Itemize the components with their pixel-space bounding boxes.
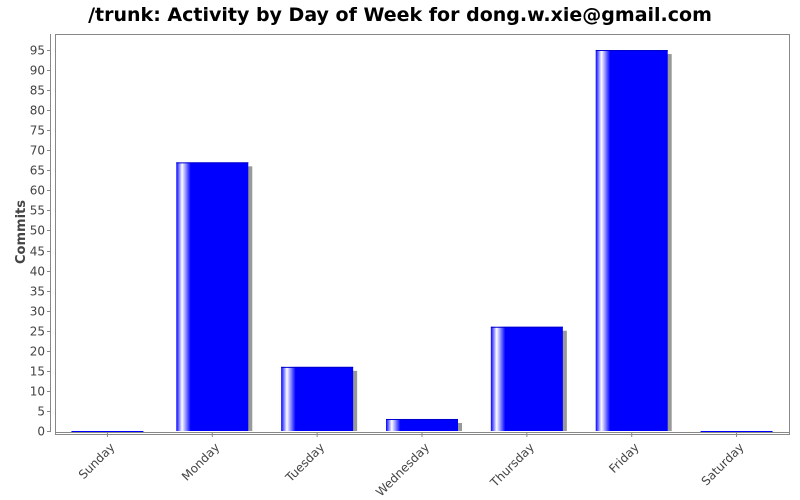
bar-tuesday: [281, 366, 358, 431]
y-axis-label: Commits: [14, 200, 29, 264]
y-tick-label: 10: [30, 385, 45, 399]
y-tick-label: 20: [30, 345, 45, 359]
bar: [176, 162, 249, 431]
x-tick-label: Sunday: [76, 440, 118, 482]
y-tick-label: 95: [30, 44, 45, 58]
x-tick-label: Saturday: [699, 440, 747, 488]
x-tick-labels: Sunday Monday Tuesday Wednesday Thursday Frid…: [76, 433, 747, 499]
bar-thursday: [490, 326, 567, 431]
bars: [71, 50, 773, 432]
y-tick-label: 85: [30, 84, 45, 98]
chart-title: /trunk: Activity by Day of Week for dong…: [88, 4, 712, 26]
x-tick-label: Wednesday: [373, 440, 432, 499]
x-tick-label: Tuesday: [282, 440, 327, 485]
plot-area: [55, 34, 790, 435]
y-tick-label: 5: [37, 405, 45, 419]
bar-friday: [595, 50, 672, 431]
y-tick-label: 25: [30, 325, 45, 339]
bar: [281, 366, 354, 431]
y-tick-label: 15: [30, 365, 45, 379]
y-tick-label: 90: [30, 64, 45, 78]
y-tick-label: 70: [30, 144, 45, 158]
y-tick-label: 35: [30, 285, 45, 299]
y-tick-label: 50: [30, 224, 45, 238]
x-tick-label: Monday: [179, 440, 222, 483]
bar-monday: [176, 162, 253, 431]
y-tick-label: 60: [30, 184, 45, 198]
bar: [595, 50, 668, 431]
y-tick-label: 80: [30, 104, 45, 118]
y-tick-label: 40: [30, 265, 45, 279]
y-tick-label: 55: [30, 204, 45, 218]
y-tick-label: 45: [30, 245, 45, 259]
y-tick-label: 75: [30, 124, 45, 138]
y-tick-label: 65: [30, 164, 45, 178]
y-axis: 0 5 10 15 20 25 30 35 40 45 50 55 60 65 70 75 80 85 90 95: [30, 34, 51, 439]
y-tick-label: 0: [37, 425, 45, 439]
x-tick-label: Thursday: [487, 440, 537, 490]
bar-wednesday: [386, 418, 462, 431]
y-tick-label: 30: [30, 305, 45, 319]
x-tick-label: Friday: [606, 440, 642, 476]
bar: [490, 326, 563, 431]
bar: [386, 418, 458, 431]
